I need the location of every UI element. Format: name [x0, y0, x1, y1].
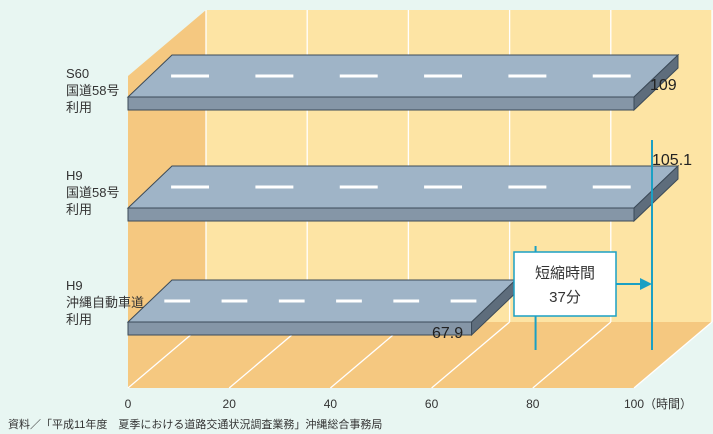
x-tick-label: 100	[624, 397, 644, 411]
value-label: 105.1	[652, 152, 692, 169]
category-line: 利用	[66, 312, 92, 327]
category-line: 利用	[66, 202, 92, 217]
category-line: H9	[66, 168, 83, 183]
floor-gridline	[431, 321, 511, 389]
bar-side	[633, 53, 679, 112]
x-unit-label: （時間）	[644, 397, 692, 411]
category-line: 国道58号	[66, 185, 119, 200]
bar-side	[633, 164, 679, 223]
x-tick-label: 20	[223, 397, 237, 411]
category-line: 利用	[66, 100, 92, 115]
bar-front	[127, 321, 473, 336]
value-label: 67.9	[432, 325, 463, 342]
annotation-title: 短縮時間	[535, 265, 595, 282]
category-line: 沖縄自動車道	[66, 295, 144, 310]
annotation-value: 37分	[549, 289, 581, 306]
bars	[126, 53, 680, 337]
category-label: H9 国道58号利用	[66, 168, 119, 217]
annotation-box	[513, 251, 617, 317]
x-tick-label: 0	[125, 397, 132, 411]
x-tick-label: 40	[324, 397, 338, 411]
bar-front	[127, 207, 635, 222]
source-note: 資料／「平成11年度 夏季における道路交通状況調査業務」沖縄総合事務局	[8, 417, 382, 431]
category-line: S60	[66, 66, 89, 81]
arrow-head-right	[640, 278, 652, 290]
x-tick-label: 60	[425, 397, 439, 411]
floor-gridline	[532, 321, 612, 389]
category-line: 国道58号	[66, 83, 119, 98]
x-tick-label: 80	[526, 397, 540, 411]
category-label: S60 国道58号利用	[66, 66, 119, 115]
bar-front	[127, 96, 635, 111]
category-line: H9	[66, 278, 83, 293]
floor-plane	[128, 322, 712, 388]
category-label: H9 沖縄自動車道利用	[66, 278, 144, 327]
floor-gridline	[633, 321, 713, 389]
annotation: 短縮時間 37分	[513, 140, 653, 350]
value-label: 109	[650, 77, 677, 94]
